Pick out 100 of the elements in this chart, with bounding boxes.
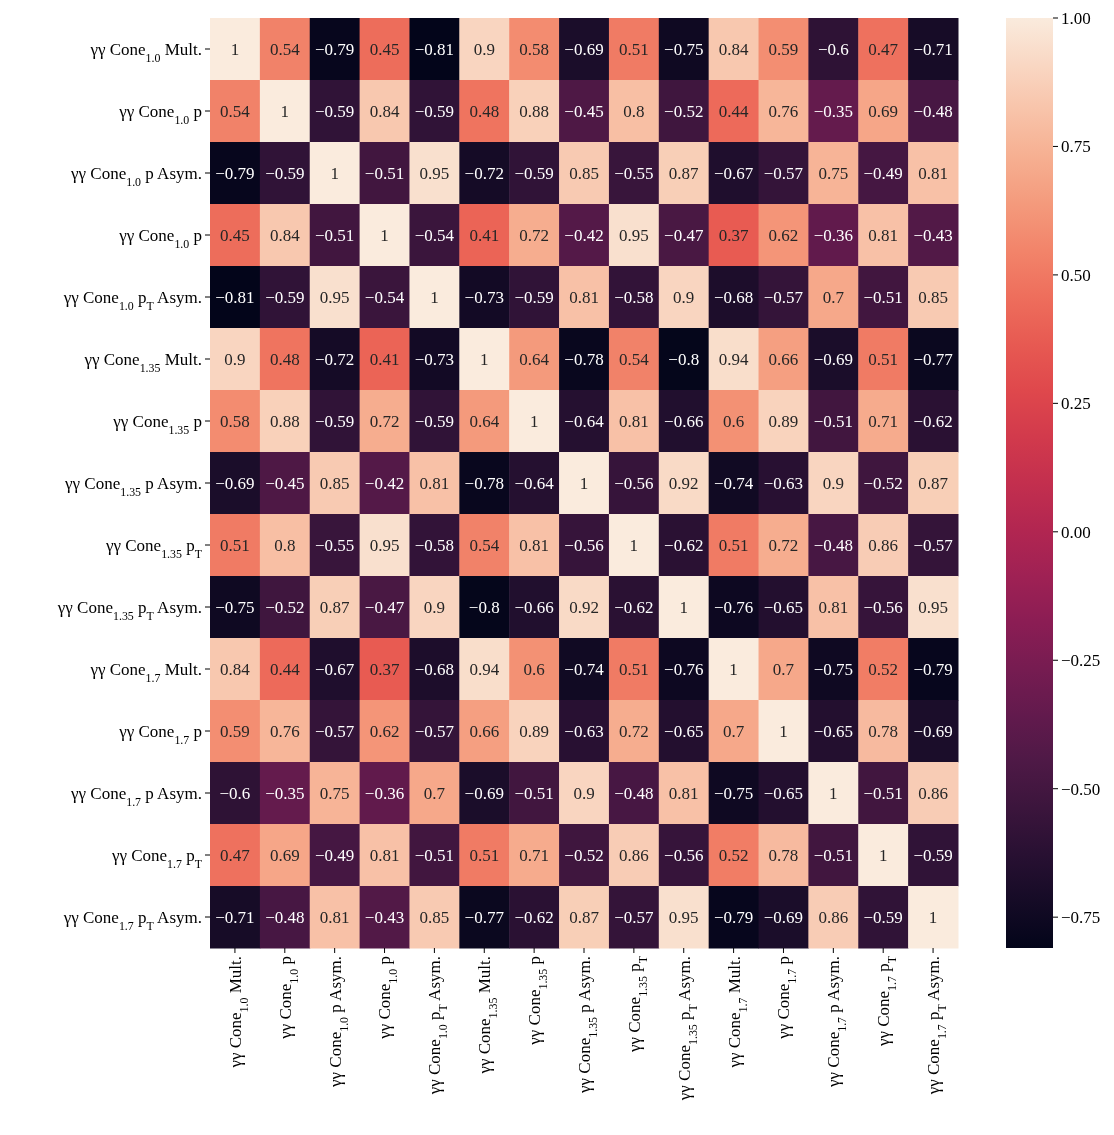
data-label: 0.51 — [618, 39, 649, 59]
data-label: 0.76 — [269, 721, 300, 741]
data-label: −0.51 — [514, 783, 554, 803]
data-label: −0.62 — [913, 411, 953, 431]
data-label: 0.81 — [319, 907, 350, 927]
data-label: −0.57 — [763, 287, 804, 307]
data-label: 0.81 — [419, 473, 450, 493]
data-label: 0.89 — [768, 411, 799, 431]
data-label: −0.45 — [265, 473, 305, 493]
y-tick-label: γγ Cone$_{1.35}$ p — [112, 411, 202, 437]
data-label: −0.59 — [314, 411, 355, 431]
data-label: 0.44 — [269, 659, 301, 679]
data-label: 0.81 — [519, 535, 550, 555]
data-label: 0.9 — [423, 597, 446, 617]
data-label: −0.52 — [265, 597, 305, 617]
data-label: 0.51 — [220, 535, 250, 555]
data-label: −0.42 — [564, 225, 604, 245]
data-label: 0.88 — [269, 411, 300, 431]
data-label: −0.69 — [813, 349, 854, 369]
data-label: 0.37 — [718, 225, 749, 245]
data-label: −0.75 — [664, 39, 704, 59]
data-label: 0.9 — [822, 473, 844, 493]
data-label: −0.49 — [863, 163, 903, 183]
data-label: 0.87 — [918, 473, 949, 493]
data-label: −0.79 — [713, 907, 754, 927]
data-label: −0.78 — [464, 473, 504, 493]
data-label: −0.56 — [664, 845, 704, 865]
y-tick-label: γγ Cone$_{1.0}$ p — [118, 101, 202, 127]
data-label: 0.85 — [918, 287, 948, 307]
data-label: 0.95 — [369, 535, 400, 555]
data-label: −0.59 — [414, 411, 455, 431]
y-tick-label: γγ Cone$_{1.0}$ p — [118, 225, 202, 251]
data-label: 1 — [729, 659, 738, 679]
color-bar-label: 0.75 — [1061, 137, 1091, 157]
data-label: −0.64 — [514, 473, 555, 493]
data-label: 0.54 — [220, 101, 251, 121]
data-label: 0.48 — [469, 101, 500, 121]
y-tick-label: γγ Cone$_{1.7}$ p — [118, 721, 202, 747]
data-label: 0.6 — [523, 659, 545, 679]
data-label: −0.52 — [564, 845, 604, 865]
y-tick-label: γγ Cone$_{1.0}$ p Asym. — [70, 163, 202, 189]
data-label: −0.55 — [314, 535, 355, 555]
data-label: −0.43 — [364, 907, 405, 927]
data-label: −0.63 — [564, 721, 604, 741]
data-label: −0.64 — [564, 411, 605, 431]
data-label: 0.86 — [818, 907, 849, 927]
data-label: −0.58 — [414, 535, 455, 555]
data-label: 0.72 — [519, 225, 550, 245]
data-label: −0.36 — [813, 225, 854, 245]
data-label: 0.72 — [768, 535, 799, 555]
data-label: 1 — [230, 39, 240, 59]
y-tick-label: γγ Cone$_{1.7}$ Mult. — [89, 659, 202, 685]
data-label: −0.79 — [215, 163, 255, 183]
data-label: 1 — [878, 845, 888, 865]
y-tick-label: γγ Cone$_{1.35}$ p$_{T}$ — [105, 535, 203, 561]
y-tick-label: γγ Cone$_{1.7}$ p Asym. — [70, 783, 202, 809]
color-bar-label: −0.25 — [1061, 651, 1101, 671]
data-label: 0.7 — [722, 721, 745, 741]
data-label: −0.51 — [364, 163, 405, 183]
data-label: 0.37 — [369, 659, 400, 679]
data-label: 0.45 — [220, 225, 250, 245]
data-label: −0.76 — [713, 597, 754, 617]
data-label: −0.43 — [913, 225, 953, 245]
data-label: 0.85 — [319, 473, 350, 493]
data-label: −0.74 — [713, 473, 754, 493]
data-label: 1 — [380, 225, 389, 245]
data-label: −0.66 — [664, 411, 704, 431]
color-bar-label: −0.50 — [1061, 779, 1101, 799]
data-label: 0.89 — [519, 721, 550, 741]
data-label: 1 — [529, 411, 539, 431]
data-label: −0.59 — [314, 101, 355, 121]
data-label: 0.81 — [918, 163, 948, 183]
data-label: 0.95 — [618, 225, 649, 245]
y-tick-label: γγ Cone$_{1.0}$ p$_{T}$ Asym. — [62, 287, 202, 313]
data-label: 0.92 — [569, 597, 599, 617]
data-label: 0.9 — [224, 349, 246, 369]
data-label: −0.73 — [414, 349, 455, 369]
data-label: −0.47 — [664, 225, 704, 245]
data-label: −0.57 — [414, 721, 455, 741]
data-label: 0.81 — [668, 783, 699, 803]
data-label: 0.69 — [269, 845, 300, 865]
data-label: 0.52 — [718, 845, 749, 865]
data-label: 0.64 — [469, 411, 500, 431]
data-label: −0.69 — [464, 783, 504, 803]
data-label: −0.59 — [863, 907, 903, 927]
data-label: −0.65 — [813, 721, 854, 741]
data-label: −0.68 — [414, 659, 455, 679]
data-label: 1 — [928, 907, 938, 927]
data-label: −0.51 — [414, 845, 455, 865]
data-label: −0.6 — [817, 39, 849, 59]
data-label: −0.69 — [564, 39, 604, 59]
data-label: 0.84 — [718, 39, 749, 59]
data-label: −0.57 — [763, 163, 804, 183]
data-label: 0.95 — [419, 163, 450, 183]
data-label: 0.85 — [419, 907, 450, 927]
data-label: −0.35 — [265, 783, 305, 803]
data-label: 0.59 — [220, 721, 250, 741]
data-label: 0.81 — [569, 287, 599, 307]
data-label: −0.59 — [265, 163, 305, 183]
data-label: 0.86 — [618, 845, 649, 865]
